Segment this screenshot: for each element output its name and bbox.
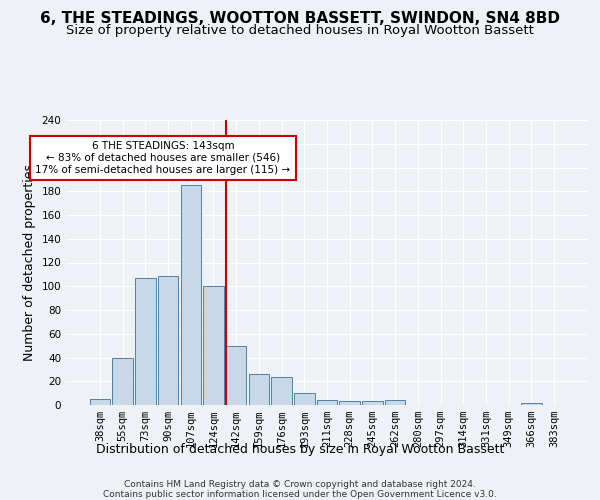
- Bar: [90, 399, 110, 405]
- Text: Size of property relative to detached houses in Royal Wootton Bassett: Size of property relative to detached ho…: [66, 24, 534, 37]
- Text: 6 THE STEADINGS: 143sqm
← 83% of detached houses are smaller (546)
17% of semi-d: 6 THE STEADINGS: 143sqm ← 83% of detache…: [35, 142, 290, 174]
- Bar: [340, 402, 360, 405]
- Bar: [226, 346, 247, 405]
- Bar: [248, 374, 269, 405]
- Text: Distribution of detached houses by size in Royal Wootton Bassett: Distribution of detached houses by size …: [96, 442, 504, 456]
- Text: Contains HM Land Registry data © Crown copyright and database right 2024.
Contai: Contains HM Land Registry data © Crown c…: [103, 480, 497, 499]
- Bar: [521, 402, 542, 405]
- Bar: [385, 400, 406, 405]
- Bar: [294, 393, 314, 405]
- Bar: [362, 402, 383, 405]
- Bar: [112, 358, 133, 405]
- Bar: [181, 186, 201, 405]
- Text: 6, THE STEADINGS, WOOTTON BASSETT, SWINDON, SN4 8BD: 6, THE STEADINGS, WOOTTON BASSETT, SWIND…: [40, 11, 560, 26]
- Bar: [271, 376, 292, 405]
- Y-axis label: Number of detached properties: Number of detached properties: [23, 164, 36, 361]
- Bar: [135, 278, 155, 405]
- Bar: [317, 400, 337, 405]
- Bar: [203, 286, 224, 405]
- Bar: [158, 276, 178, 405]
